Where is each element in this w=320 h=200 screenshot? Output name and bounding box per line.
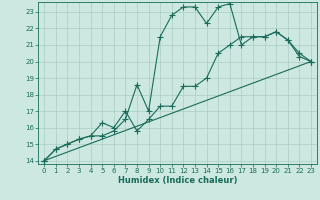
X-axis label: Humidex (Indice chaleur): Humidex (Indice chaleur)	[118, 176, 237, 185]
